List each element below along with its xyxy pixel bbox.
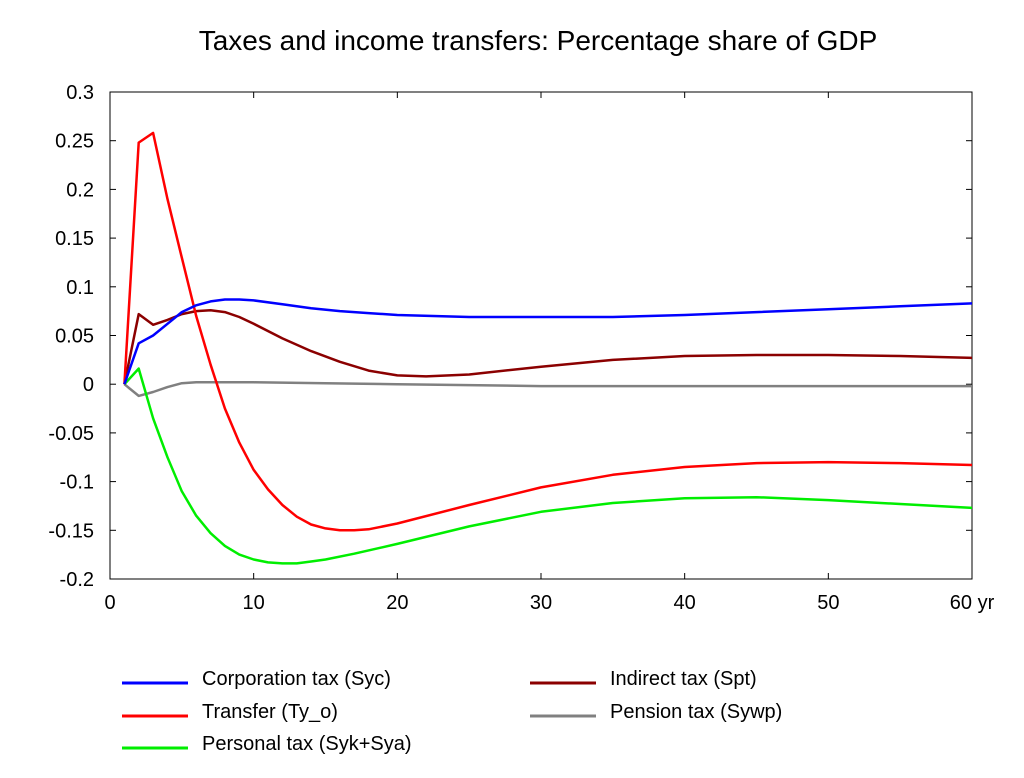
y-tick-label: 0 bbox=[83, 374, 94, 396]
x-tick-label: 60 yr bbox=[950, 592, 995, 614]
y-tick-label: 0.1 bbox=[66, 277, 94, 299]
chart-title: Taxes and income transfers: Percentage s… bbox=[199, 25, 878, 56]
legend-label: Personal tax (Syk+Sya) bbox=[202, 733, 412, 755]
legend-label: Indirect tax (Spt) bbox=[610, 668, 757, 690]
legend-label: Transfer (Ty_o) bbox=[202, 701, 338, 723]
legend-label: Pension tax (Sywp) bbox=[610, 701, 782, 723]
x-tick-label: 0 bbox=[104, 592, 115, 614]
series-line-0 bbox=[123, 298, 973, 385]
x-tick-label: 50 bbox=[817, 592, 839, 614]
x-tick-label: 30 bbox=[530, 592, 552, 614]
y-tick-label: 0.2 bbox=[66, 179, 94, 201]
series-line-2 bbox=[123, 367, 973, 565]
series-line-1 bbox=[123, 131, 973, 532]
legend-label: Corporation tax (Syc) bbox=[202, 668, 391, 690]
y-tick-label: 0.15 bbox=[55, 228, 94, 250]
y-tick-label: 0.05 bbox=[55, 326, 94, 348]
legend: Corporation tax (Syc) Transfer (Ty_o) Pers… bbox=[122, 668, 782, 755]
series-lines bbox=[123, 131, 973, 565]
series-line-4 bbox=[123, 381, 972, 398]
y-tick-label: -0.2 bbox=[60, 569, 94, 591]
y-tick-label: -0.15 bbox=[48, 520, 94, 542]
y-tick-label: -0.1 bbox=[60, 472, 94, 494]
x-tick-label: 10 bbox=[243, 592, 265, 614]
x-tick-label: 20 bbox=[386, 592, 408, 614]
x-tick-label: 40 bbox=[674, 592, 696, 614]
y-tick-label: 0.25 bbox=[55, 131, 94, 153]
axes: 0 10 20 30 40 50 60 yr 0.3 0.25 0.2 0.15 0.1 0.05 0 -0… bbox=[48, 82, 994, 614]
y-tick-label: 0.3 bbox=[66, 82, 94, 104]
y-tick-label: -0.05 bbox=[48, 423, 94, 445]
